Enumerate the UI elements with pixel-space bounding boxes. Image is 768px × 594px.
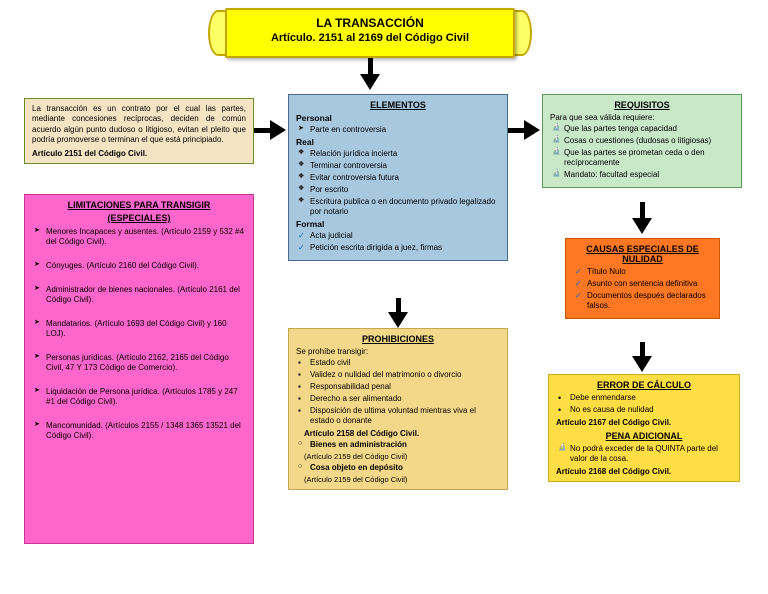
definicion-text: La transacción es un contrato por el cua… (32, 104, 246, 146)
causas-heading: CAUSAS ESPECIALES DE NULIDAD (573, 244, 712, 264)
list-item: Derecho a ser alimentado (298, 394, 500, 404)
elementos-box: ELEMENTOS Personal Parte en controversia R… (288, 94, 508, 261)
elementos-group-title: Personal (296, 113, 500, 123)
arrow-right-icon (270, 120, 286, 140)
limitaciones-list: Menores Incapaces y ausentes. (Artículo … (32, 227, 246, 441)
list-item: Validez o nulidad del matrimonio o divor… (298, 370, 500, 380)
arrow-down-icon (360, 74, 380, 90)
elementos-group-title: Real (296, 137, 500, 147)
elementos-heading: ELEMENTOS (296, 100, 500, 110)
error-list: Debe enmendarse No es causa de nulidad (556, 393, 732, 415)
list-item: Menores Incapaces y ausentes. (Artículo … (34, 227, 246, 247)
list-item: Título Nulo (575, 267, 712, 277)
list-item: Debe enmendarse (558, 393, 732, 403)
list-item: Que las partes se prometan ceda o den re… (552, 148, 734, 168)
limitaciones-heading: LIMITACIONES PARA TRANSIGIR (32, 200, 246, 210)
scroll-decor-right (512, 10, 532, 56)
prohibiciones-list: Estado civil Validez o nulidad del matrim… (296, 358, 500, 426)
list-item: Administrador de bienes nacionales. (Art… (34, 285, 246, 305)
list-item: No podrá exceder de la QUINTA parte del … (558, 444, 732, 464)
limitaciones-sub: (ESPECIALES) (32, 213, 246, 223)
prohibiciones-ref2: (Artículo 2159 del Código Civil) (296, 452, 500, 461)
list-item: Responsabilidad penal (298, 382, 500, 392)
prohibiciones-intro: Se prohíbe transigir: (296, 347, 500, 356)
list-item: Personas jurídicas. (Artículo 2162, 2165… (34, 353, 246, 373)
list-item: Estado civil (298, 358, 500, 368)
list-item: Documentos después declarados falsos. (575, 291, 712, 311)
elementos-group-title: Formal (296, 219, 500, 229)
arrow-down-icon (632, 356, 652, 372)
requisitos-intro: Para que sea válida requiere: (550, 113, 734, 122)
prohibiciones-sub2: Cosa objeto en depósito (296, 463, 500, 473)
list-item: Mancomunidad. (Artículos 2155 / 1348 136… (34, 421, 246, 441)
requisitos-list: Que las partes tenga capacidad Cosas o cu… (550, 124, 734, 180)
list-item: Asunto con sentencia definitiva (575, 279, 712, 289)
elementos-group-list: Parte en controversia (296, 125, 500, 135)
error-list2: No podrá exceder de la QUINTA parte del … (556, 444, 732, 464)
list-item: Disposición de ultima voluntad mientras … (298, 406, 500, 426)
list-item: Petición escrita dirigida a juez, firmas (298, 243, 500, 253)
error-box: ERROR DE CÁLCULO Debe enmendarse No es ca… (548, 374, 740, 482)
requisitos-heading: REQUISITOS (550, 100, 734, 110)
prohibiciones-heading: PROHIBICIONES (296, 334, 500, 344)
elementos-group-list: Acta judicial Petición escrita dirigida a… (296, 231, 500, 253)
list-item: Terminar controversia (298, 161, 500, 171)
causas-box: CAUSAS ESPECIALES DE NULIDAD Título Nulo… (565, 238, 720, 319)
error-heading2: PENA ADICIONAL (556, 431, 732, 441)
list-item: Escritura publica o en documento privado… (298, 197, 500, 217)
prohibiciones-ref1: Artículo 2158 del Código Civil. (296, 429, 500, 438)
list-item: Evitar controversia futura (298, 173, 500, 183)
list-item: Parte en controversia (298, 125, 500, 135)
arrow-right-icon (524, 120, 540, 140)
error-heading: ERROR DE CÁLCULO (556, 380, 732, 390)
prohibiciones-ref3: (Artículo 2159 del Código Civil) (296, 475, 500, 484)
arrow-down-icon (632, 218, 652, 234)
list-item: Liquidación de Persona jurídica. (Artícu… (34, 387, 246, 407)
list-item: Por escrito (298, 185, 500, 195)
prohibiciones-box: PROHIBICIONES Se prohíbe transigir: Esta… (288, 328, 508, 490)
title-box: LA TRANSACCIÓN Artículo. 2151 al 2169 de… (225, 8, 515, 58)
definicion-ref: Artículo 2151 del Código Civil. (32, 149, 246, 158)
causas-list: Título Nulo Asunto con sentencia definiti… (573, 267, 712, 311)
list-item: Mandato: facultad especial (552, 170, 734, 180)
error-ref1: Artículo 2167 del Código Civil. (556, 418, 732, 427)
list-item: No es causa de nulidad (558, 405, 732, 415)
title-main: LA TRANSACCIÓN (231, 16, 509, 30)
list-item: Cosas o cuestiones (dudosas o litigiosas… (552, 136, 734, 146)
requisitos-box: REQUISITOS Para que sea válida requiere:… (542, 94, 742, 188)
list-item: Acta judicial (298, 231, 500, 241)
error-ref2: Artículo 2168 del Código Civil. (556, 467, 732, 476)
prohibiciones-sub1: Bienes en administración (296, 440, 500, 450)
list-item: Relación jurídica incierta (298, 149, 500, 159)
list-item: Mandatarios. (Artículo 1693 del Código C… (34, 319, 246, 339)
title-sub: Artículo. 2151 al 2169 del Código Civil (231, 32, 509, 44)
limitaciones-box: LIMITACIONES PARA TRANSIGIR (ESPECIALES)… (24, 194, 254, 544)
definicion-box: La transacción es un contrato por el cua… (24, 98, 254, 164)
arrow-down-icon (388, 312, 408, 328)
list-item: Que las partes tenga capacidad (552, 124, 734, 134)
elementos-group-list: Relación jurídica incierta Terminar contr… (296, 149, 500, 217)
list-item: Cónyuges. (Artículo 2160 del Código Civi… (34, 261, 246, 271)
